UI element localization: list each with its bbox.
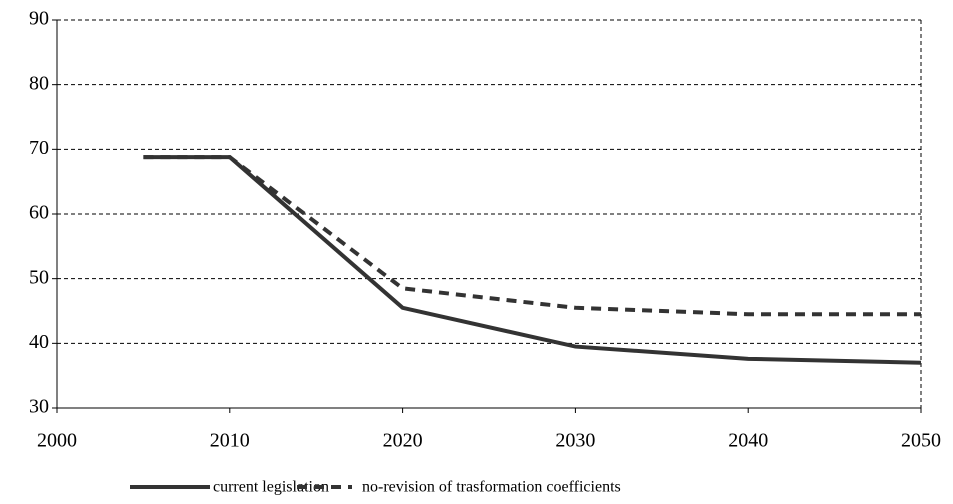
x-tick-label: 2030 [555, 430, 595, 452]
y-tick-label: 30 [29, 396, 49, 418]
y-tick-label: 50 [29, 266, 49, 288]
y-tick-label: 80 [29, 72, 49, 94]
x-tick-label: 2000 [37, 430, 77, 452]
x-tick-label: 2020 [383, 430, 423, 452]
x-tick-label: 2050 [901, 430, 941, 452]
legend-label: current legislation [213, 479, 329, 496]
series-line [143, 155, 922, 365]
x-tick-label: 2010 [210, 430, 250, 452]
x-tick-label: 2040 [728, 430, 768, 452]
y-tick-label: 60 [29, 202, 49, 224]
series-line [143, 155, 921, 317]
legend-label: no-revision of trasformation coefficient… [362, 479, 621, 496]
y-tick-label: 90 [29, 8, 49, 30]
y-tick-label: 70 [29, 137, 49, 159]
y-tick-label: 40 [29, 331, 49, 353]
